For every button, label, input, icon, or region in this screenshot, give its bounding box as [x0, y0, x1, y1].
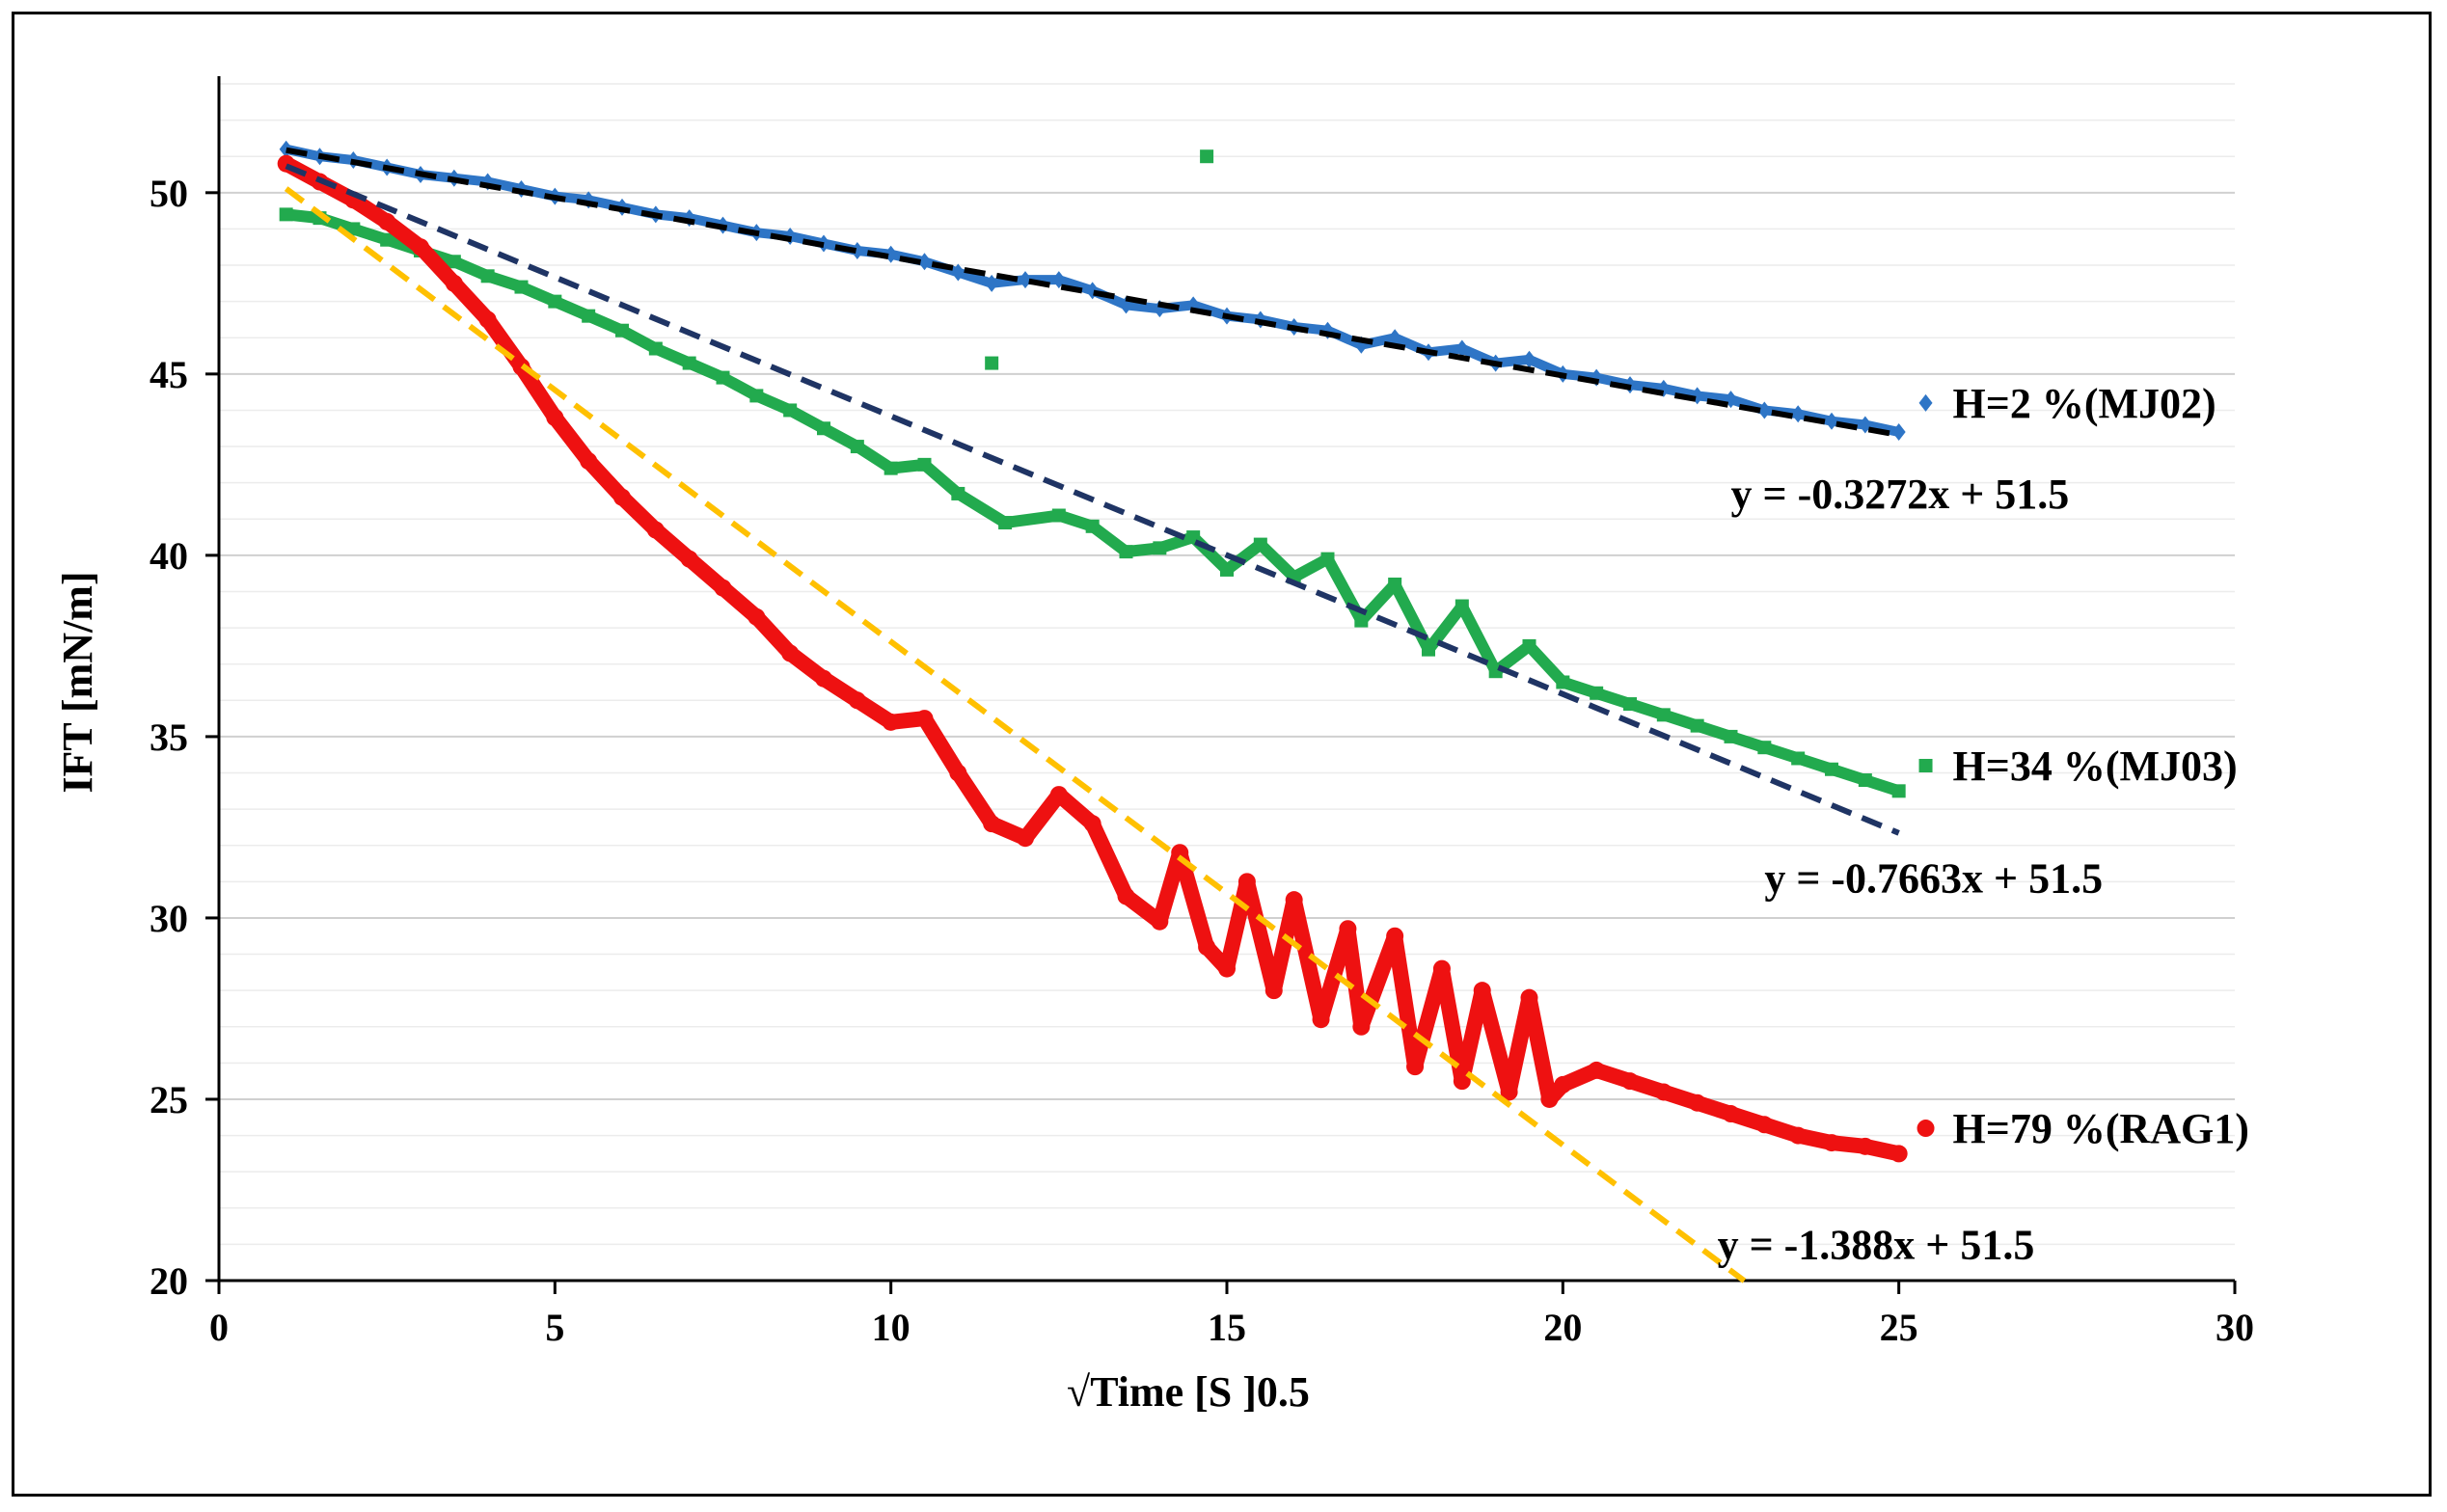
series-trail [280, 208, 1905, 797]
trend-line [285, 147, 1900, 438]
y-tick-label: 20 [150, 1259, 188, 1303]
chart-frame: 0 5 10 15 20 25 30 20 25 30 35 40 45 50 H=2 %(MJ02) y… [12, 12, 2432, 1497]
x-tick-label: 20 [1543, 1306, 1582, 1349]
series-labels: H=2 %(MJ02) y = -0.3272x + 51.5 H=34 %(MJ0… [1718, 380, 2249, 1268]
trendline-equation: y = -0.7663x + 51.5 [1764, 855, 2103, 903]
y-tick-label: 45 [150, 353, 188, 396]
y-tick-label: 35 [150, 716, 188, 759]
x-tick-label: 10 [872, 1306, 911, 1349]
series-circle-points [277, 154, 1908, 1163]
trendline-equation: y = -1.388x + 51.5 [1718, 1221, 2035, 1268]
ift-chart: 0 5 10 15 20 25 30 20 25 30 35 40 45 50 H=2 %(MJ02) y… [54, 76, 2254, 1416]
y-tick-label: 30 [150, 897, 188, 940]
series-trail [278, 155, 1907, 1162]
series-label: H=79 %(RAG1) [1953, 1105, 2249, 1152]
trend-line [284, 186, 1747, 1283]
x-tick-label: 15 [1208, 1306, 1246, 1349]
data-points [277, 140, 1908, 1163]
y-tick-label: 25 [150, 1078, 188, 1121]
x-tick-label: 5 [545, 1306, 564, 1349]
trendline-equation: y = -0.3272x + 51.5 [1731, 471, 2070, 518]
x-tick-label: 30 [2216, 1306, 2254, 1349]
y-tick-label: 50 [150, 172, 188, 215]
x-ticks: 0 5 10 15 20 25 30 [209, 1281, 2254, 1349]
x-tick-label: 0 [209, 1306, 229, 1349]
data-point [1200, 149, 1214, 164]
y-axis-title: IFT [mN/m] [54, 571, 101, 793]
data-point [985, 356, 999, 370]
x-axis-title: √Time [S ]0.5 [1067, 1368, 1310, 1416]
gridlines [219, 83, 2235, 1246]
trend-lines [284, 147, 1900, 1283]
series-label: H=34 %(MJ03) [1953, 742, 2238, 790]
y-ticks: 20 25 30 35 40 45 50 [150, 172, 219, 1303]
data-point [1918, 758, 1933, 772]
data-point [1917, 1120, 1935, 1138]
series-label: H=2 %(MJ02) [1953, 380, 2216, 427]
x-tick-label: 25 [1880, 1306, 1918, 1349]
y-tick-label: 40 [150, 534, 188, 578]
data-point [1918, 393, 1933, 412]
trend-line [285, 163, 1900, 836]
